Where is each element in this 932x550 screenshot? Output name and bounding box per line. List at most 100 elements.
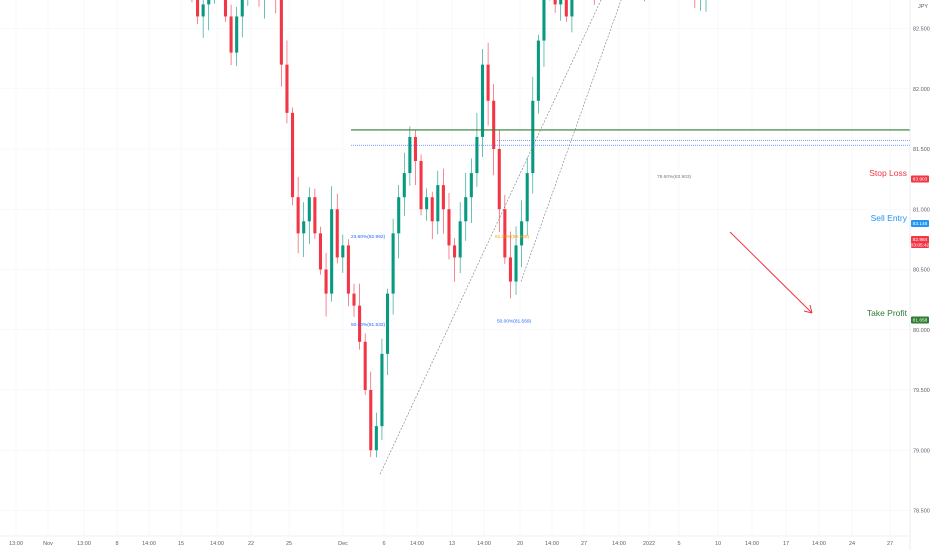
candle (229, 4, 233, 66)
candle-body (447, 209, 451, 246)
x-tick-label: 14:00 (612, 541, 626, 547)
candle-body (520, 221, 524, 246)
candle-body (525, 173, 529, 222)
candle-body (564, 0, 568, 17)
candle (346, 239, 350, 307)
candle (508, 231, 512, 299)
candle-body (503, 209, 507, 258)
candle (374, 412, 378, 458)
candle (700, 0, 701, 11)
x-tick-label: 2022 (643, 541, 655, 547)
candle-body (201, 4, 205, 17)
candle-body (207, 0, 211, 5)
candle (480, 49, 485, 158)
y-tick-label: 80.500 (913, 268, 930, 274)
x-tick-label: 14:00 (410, 541, 424, 547)
candle (520, 200, 524, 268)
current-price-tag-text: 82.984 (913, 237, 928, 243)
fib-50-label: 50.00%(81.532) (351, 322, 386, 328)
x-tick-label: Dec (338, 541, 348, 547)
candle-body (469, 173, 473, 198)
x-tick-label: 14:00 (545, 541, 559, 547)
candle-body (374, 426, 378, 451)
candle-body (458, 221, 462, 258)
x-tick-label: 14:00 (812, 541, 826, 547)
currency-label: JPY (918, 4, 928, 10)
candle-body (391, 233, 395, 294)
x-tick-label: 15 (178, 541, 184, 547)
x-tick-label: Nov (43, 541, 53, 547)
candle (453, 237, 457, 282)
candle (458, 202, 462, 274)
candle (525, 157, 529, 236)
stop-loss-tag-text: 83.903 (913, 177, 928, 183)
take-profit-label: Take Profit (867, 308, 908, 318)
candle-body (307, 197, 311, 222)
candle (441, 168, 445, 234)
y-tick-label: 82.500 (913, 27, 930, 33)
y-tick-label: 82.000 (913, 87, 930, 93)
candle-body (508, 257, 512, 282)
candle (391, 218, 395, 315)
candle (302, 202, 306, 258)
x-tick-label: 14:00 (745, 541, 759, 547)
candle (358, 283, 362, 350)
stop-loss-label: Stop Loss (869, 168, 907, 178)
candle (447, 192, 451, 260)
candle-body (480, 64, 485, 137)
candle-body (352, 293, 356, 306)
candle-body (425, 197, 429, 210)
candle (402, 152, 406, 216)
candle-body (441, 185, 445, 210)
candle (369, 371, 373, 457)
candle (201, 0, 205, 38)
candle (425, 188, 429, 221)
candle (475, 112, 479, 187)
candle-body (413, 136, 417, 162)
fib-236-label: 23.60%(82.992) (351, 234, 386, 240)
candle (352, 283, 356, 317)
candle-body (363, 341, 367, 390)
candle (564, 0, 568, 22)
candle-body (229, 16, 233, 53)
candle-body (531, 100, 535, 174)
y-tick-label: 79.000 (913, 448, 930, 454)
candle (514, 226, 518, 295)
time-axis[interactable]: 13:00 Nov 13:00 8 14:00 15 14:00 22 25 Dec 6 14:00 1… (9, 541, 893, 547)
candle (380, 338, 384, 440)
candle (542, 0, 546, 67)
candle (536, 34, 540, 114)
x-tick-label: 10 (715, 541, 721, 547)
candle (559, 0, 563, 21)
candle-body (302, 221, 306, 234)
candle-body (296, 197, 300, 234)
candle-body (279, 0, 283, 65)
y-tick-label: 81.500 (913, 147, 930, 153)
candle-body (464, 197, 468, 222)
sell-entry-tag: 83.146 (911, 220, 929, 227)
fib-786-label: 78.60%(83.903) (657, 174, 692, 180)
candle-body (313, 197, 317, 234)
candle-body (285, 64, 289, 113)
current-price-countdown: 03:05:42 (911, 242, 930, 248)
candle (307, 187, 311, 245)
x-tick-label: 22 (248, 541, 254, 547)
x-tick-label: 13:00 (9, 541, 23, 547)
x-tick-label: 27 (887, 541, 893, 547)
candle (275, 0, 277, 14)
candles-layer (191, 0, 707, 458)
candle-body (475, 136, 479, 174)
y-tick-label: 79.500 (913, 388, 930, 394)
price-axis[interactable]: 78.500 79.000 79.500 80.000 80.500 81.000 81.5… (913, 0, 930, 515)
candle-body (318, 233, 323, 270)
candle (264, 0, 265, 19)
current-price-tag: 82.984 03:05:42 (911, 236, 930, 248)
candle (285, 40, 289, 124)
candle (408, 126, 412, 186)
candle-body (536, 40, 540, 101)
candle-body (542, 0, 546, 41)
fib-trend-line-b (520, 0, 622, 282)
candle-body (419, 161, 423, 210)
candle (341, 234, 345, 273)
